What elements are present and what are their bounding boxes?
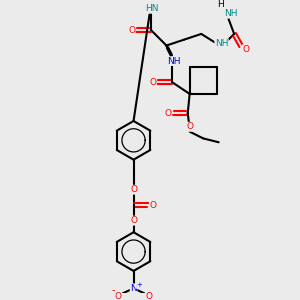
- Text: O: O: [149, 78, 156, 87]
- Text: O: O: [146, 292, 152, 300]
- Text: NH: NH: [167, 56, 181, 65]
- Text: NH: NH: [224, 9, 238, 18]
- Text: O: O: [130, 185, 137, 194]
- Text: NH: NH: [215, 39, 228, 48]
- Text: O: O: [165, 109, 172, 118]
- Text: -: -: [112, 285, 115, 295]
- Text: HN: HN: [145, 4, 159, 13]
- Text: O: O: [128, 26, 135, 34]
- Text: H: H: [217, 0, 224, 9]
- Text: O: O: [115, 292, 122, 300]
- Text: O: O: [242, 45, 249, 54]
- Text: O: O: [149, 201, 156, 210]
- Text: O: O: [130, 216, 137, 225]
- Text: +: +: [136, 283, 142, 289]
- Text: N: N: [130, 284, 137, 293]
- Text: O: O: [186, 122, 193, 131]
